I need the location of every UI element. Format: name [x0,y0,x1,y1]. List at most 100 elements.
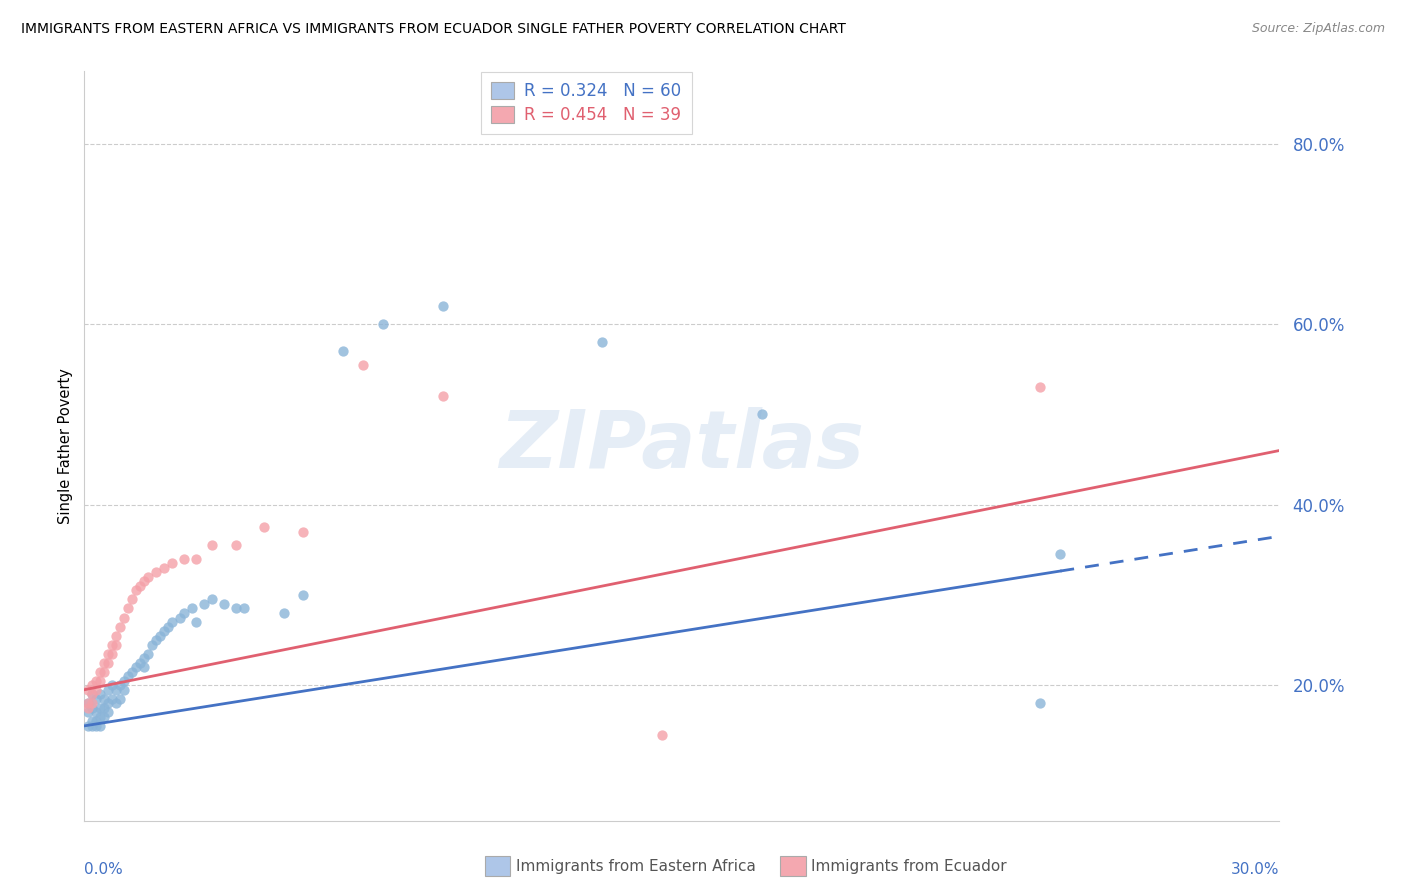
Point [373,317,395,331]
Point [86,682,108,697]
Text: 0.0%: 0.0% [84,862,124,877]
Point [89,710,111,724]
Legend: R = 0.324   N = 60, R = 0.454   N = 39: R = 0.324 N = 60, R = 0.454 N = 39 [481,72,692,135]
Point [292,588,315,602]
Point [225,601,247,615]
Point [184,615,207,629]
Point [77,700,100,714]
Point [101,647,124,661]
Point [212,597,235,611]
Point [77,696,100,710]
Point [751,408,773,422]
Point [651,728,673,742]
Point [1029,696,1052,710]
Text: Immigrants from Ecuador: Immigrants from Ecuador [811,859,1007,873]
Point [97,696,120,710]
Point [86,706,108,720]
Point [232,601,254,615]
Point [432,299,454,313]
Text: IMMIGRANTS FROM EASTERN AFRICA VS IMMIGRANTS FROM ECUADOR SINGLE FATHER POVERTY : IMMIGRANTS FROM EASTERN AFRICA VS IMMIGR… [21,22,846,37]
Point [432,389,454,403]
Point [86,691,108,706]
Point [86,714,108,729]
Point [77,706,100,720]
Point [160,557,183,571]
Text: Immigrants from Eastern Africa: Immigrants from Eastern Africa [516,859,756,873]
Point [105,682,128,697]
Text: Source: ZipAtlas.com: Source: ZipAtlas.com [1251,22,1385,36]
Point [132,660,156,674]
Point [112,682,135,697]
Point [173,552,195,566]
Point [93,710,115,724]
Point [86,673,108,688]
Point [105,629,128,643]
Point [132,574,156,589]
Point [149,629,172,643]
Point [129,579,152,593]
Point [121,592,143,607]
Point [225,538,247,552]
Point [201,592,224,607]
Point [89,700,111,714]
Point [121,665,143,679]
Point [101,638,124,652]
Point [157,619,180,633]
Point [273,606,295,620]
Point [292,524,315,539]
Point [253,520,276,534]
Point [82,687,104,701]
Point [1029,380,1052,394]
Point [93,665,115,679]
Point [93,700,115,714]
Text: 30.0%: 30.0% [1232,862,1279,877]
Point [169,610,191,624]
Point [117,601,139,615]
Point [591,335,613,350]
Point [89,673,111,688]
Point [97,706,120,720]
Point [105,638,128,652]
Point [82,700,104,714]
Point [352,358,374,372]
Point [153,561,176,575]
Point [173,606,195,620]
Y-axis label: Single Father Poverty: Single Father Poverty [58,368,73,524]
Point [77,696,100,710]
Point [89,687,111,701]
Point [77,682,100,697]
Point [153,624,176,638]
Point [181,601,204,615]
Point [145,566,167,580]
Point [160,615,183,629]
Point [101,678,124,692]
Point [117,669,139,683]
Text: ZIPatlas: ZIPatlas [499,407,865,485]
Point [97,682,120,697]
Point [136,570,159,584]
Point [110,678,132,692]
Point [201,538,224,552]
Point [93,691,115,706]
Point [141,638,163,652]
Point [82,719,104,733]
Point [77,719,100,733]
Point [112,610,135,624]
Point [89,665,111,679]
Point [97,656,120,670]
Point [125,660,148,674]
Point [145,633,167,648]
Point [82,714,104,729]
Point [97,647,120,661]
Point [82,678,104,692]
Point [110,619,132,633]
Point [125,583,148,598]
Point [193,597,215,611]
Point [105,696,128,710]
Point [332,344,354,359]
Point [129,656,152,670]
Point [110,691,132,706]
Point [1049,547,1071,561]
Point [184,552,207,566]
Point [136,647,159,661]
